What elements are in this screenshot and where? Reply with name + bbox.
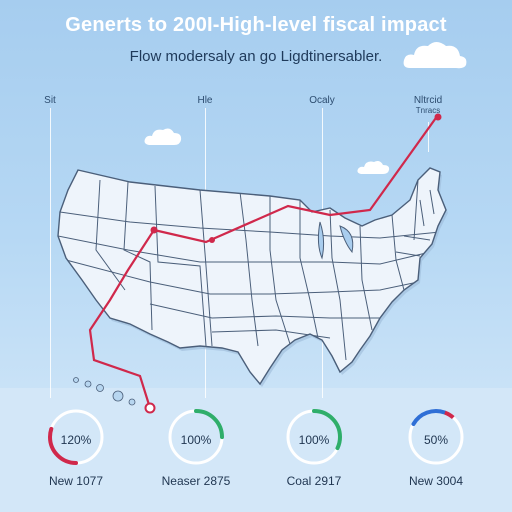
column-label-4-subtitle: Tnracs: [415, 106, 441, 115]
cloud-icon: [144, 128, 182, 145]
gauge-2-caption: Neaser 2875: [161, 474, 231, 488]
gauge-3-caption: Coal 2917: [286, 474, 342, 488]
column-label-4: Nltrcid Tnracs: [414, 96, 442, 116]
gauge-2: [168, 409, 224, 465]
gauge-arc: [408, 408, 464, 465]
gauge-1-value: 120%: [60, 433, 92, 447]
column-divider: [50, 108, 51, 398]
gauge-1: [48, 409, 104, 465]
gauge-2-value: 100%: [180, 433, 212, 447]
column-label-1: Sit: [44, 95, 56, 106]
column-divider: [428, 122, 429, 152]
column-label-2: Hle: [197, 95, 213, 106]
gauge-3: [286, 409, 342, 465]
gauge-4-caption: New 3004: [408, 474, 464, 488]
cloud-icon: [357, 161, 390, 174]
cloud-icon: [403, 42, 467, 69]
gauge-3-value: 100%: [298, 433, 330, 447]
column-label-3: Ocaly: [309, 95, 335, 106]
footer-panel: [0, 388, 512, 512]
gauge-arc: [168, 409, 224, 465]
gauge-1-caption: New 1077: [48, 474, 104, 488]
gauge-arc: [286, 409, 342, 465]
page-title: Generts to 200I-High-level fiscal impact: [65, 14, 447, 36]
gauge-4: [408, 408, 464, 465]
gauge-4-value: 50%: [423, 433, 449, 447]
page-subtitle: Flow modersaly an go Ligdtinersabler.: [129, 48, 383, 65]
column-label-4-title: Nltrcid: [413, 95, 443, 106]
gauge-arc: [48, 409, 104, 465]
